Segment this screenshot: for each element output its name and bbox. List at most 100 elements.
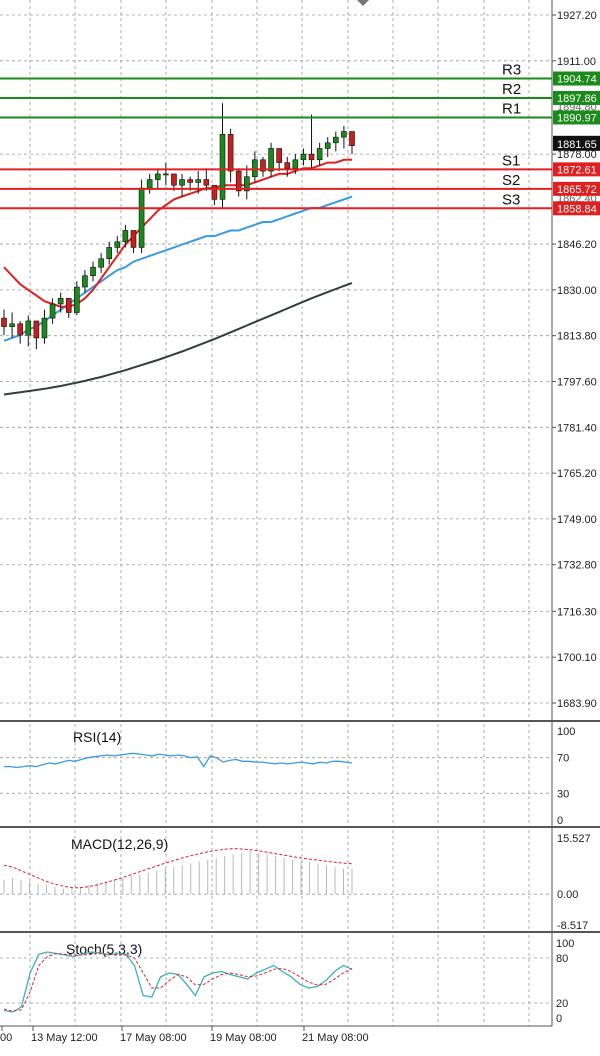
price-tick-label: 1911.00 [557, 56, 596, 68]
candle-body [308, 153, 315, 161]
candle-body [82, 275, 88, 288]
moving-average-long [3, 282, 353, 396]
candle-body [74, 286, 80, 313]
level-price-box-r2 [553, 90, 600, 105]
candle-body [57, 298, 64, 305]
moving-average-mid [3, 195, 353, 342]
current-price-label: 1881.65 [557, 139, 597, 151]
price-tick-label: 1765.20 [557, 468, 597, 480]
candle-body [324, 142, 331, 149]
price-tick-label: 1813.80 [557, 331, 597, 343]
price-tick-label: 1749.00 [557, 514, 597, 526]
candle-body [252, 159, 258, 178]
level-name-r2: R2 [502, 81, 521, 98]
candle-body [163, 173, 169, 176]
stoch-tick-label: 80 [556, 953, 568, 965]
candle-body [316, 148, 323, 161]
candle-body [90, 266, 96, 277]
candle-body [219, 134, 226, 200]
candle-body [130, 230, 137, 248]
scroll-marker-icon [357, 0, 369, 6]
level-name-s2: S2 [502, 172, 520, 189]
candle-body [333, 136, 339, 144]
price-tick-label: 1781.40 [557, 422, 597, 434]
candle-body [171, 173, 177, 186]
rsi-title: RSI(14) [73, 729, 121, 745]
rsi-tick-label: 70 [557, 753, 569, 765]
candle-body [195, 179, 202, 183]
price-tick-label: 1830.00 [557, 285, 597, 297]
price-tick-label: 1797.60 [557, 376, 597, 388]
macd-tick-label: -8.517 [557, 920, 588, 932]
macd-tick-label: 0.00 [557, 889, 578, 901]
candle-body [106, 247, 113, 260]
candle-body [1, 317, 7, 327]
candle-body [203, 179, 210, 186]
stoch-tick-label: 0 [556, 1013, 562, 1025]
macd-title: MACD(12,26,9) [71, 836, 168, 852]
time-tick-label: 17 May 08:00 [120, 1032, 187, 1044]
candle-body [146, 179, 153, 189]
candle-body [154, 173, 161, 180]
level-price-label: 1890.97 [557, 112, 597, 124]
price-tick-label: 1683.90 [557, 698, 597, 710]
price-tick-label: 1716.30 [557, 606, 597, 618]
candle-body [227, 134, 234, 172]
level-price-label: 1872.61 [557, 164, 597, 176]
candle-body [179, 179, 185, 186]
time-tick-label: 19 May 08:00 [210, 1032, 277, 1044]
time-tick-label: 21 May 08:00 [302, 1032, 369, 1044]
level-price-label: 1904.74 [557, 74, 597, 86]
level-name-s3: S3 [502, 191, 520, 208]
candle-body [138, 187, 145, 248]
candle-body [235, 170, 242, 192]
candle-body [187, 179, 193, 183]
candle-body [300, 153, 307, 161]
candle-body [17, 323, 23, 336]
candle-body [243, 176, 250, 192]
stoch-d-line [3, 952, 353, 1012]
candle-body [98, 258, 104, 268]
price-tick-label: 1700.10 [557, 652, 597, 664]
level-price-label: 1865.72 [557, 184, 597, 196]
candle-body [211, 184, 218, 200]
level-name-r1: R1 [502, 100, 521, 117]
level-price-box-r1 [553, 110, 600, 125]
price-tick-label: 1846.20 [557, 239, 597, 251]
candle-body [349, 131, 355, 146]
level-price-box-r3 [553, 71, 600, 86]
candle-body [49, 303, 56, 319]
candle-body [284, 162, 291, 169]
rsi-tick-label: 100 [557, 726, 575, 738]
rsi-tick-label: 30 [557, 788, 569, 800]
stoch-tick-label: 20 [556, 998, 568, 1010]
level-name-s1: S1 [502, 152, 520, 169]
price-tick-label: 1878.00 [557, 149, 597, 161]
macd-signal-line [3, 848, 353, 889]
candle-body [341, 131, 347, 138]
candle-body [25, 320, 32, 336]
level-price-box-s3 [553, 201, 600, 216]
candle-body [65, 298, 72, 313]
level-price-box-s1 [553, 162, 600, 177]
price-tick-label: 1927.20 [557, 10, 597, 22]
candle-body [268, 148, 274, 172]
candle-body [9, 323, 15, 327]
candle-body [114, 241, 121, 248]
candle-body [41, 317, 48, 339]
candle-body [122, 230, 129, 243]
moving-average-short [3, 158, 352, 308]
stoch-title: Stoch(5,3,3) [66, 941, 142, 957]
macd-tick-label: 15.527 [557, 833, 591, 845]
level-name-r3: R3 [502, 62, 521, 79]
level-price-label: 1858.84 [557, 203, 597, 215]
level-price-box-s2 [553, 181, 600, 196]
current-price-box [553, 135, 600, 151]
stoch-tick-label: 100 [556, 938, 574, 950]
candle-body [33, 320, 40, 339]
time-tick-label: 13 May 12:00 [31, 1032, 98, 1044]
time-tick-label: 00 [0, 1032, 12, 1044]
price-tick-label: 1732.80 [557, 560, 597, 572]
candle-body [276, 148, 282, 163]
